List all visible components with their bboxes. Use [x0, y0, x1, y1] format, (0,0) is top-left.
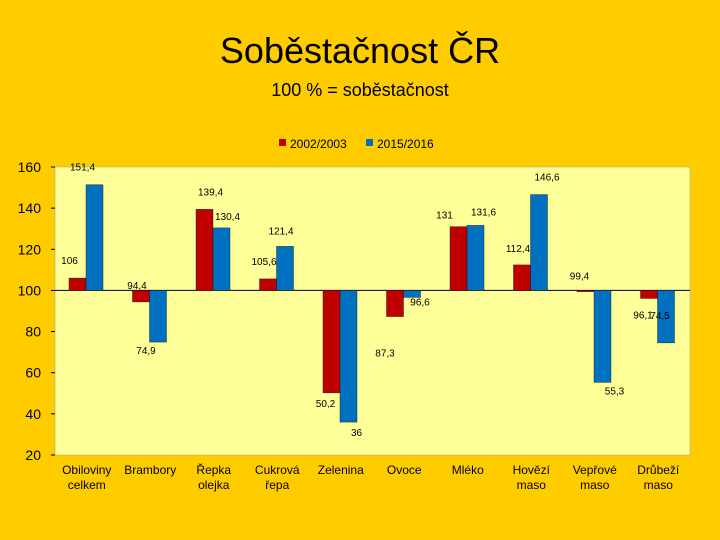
data-label: 94,4 — [127, 281, 147, 292]
bar-2002-2003 — [576, 290, 595, 292]
bar-2015-2016 — [212, 227, 231, 291]
legend-swatch-2002-2003 — [279, 139, 286, 146]
bar-2015-2016 — [657, 290, 675, 344]
x-category-label: maso — [644, 478, 674, 492]
legend-swatch-2015-2016 — [366, 139, 373, 146]
x-category-label: Drůbeží — [637, 463, 680, 477]
data-label: 112,4 — [506, 244, 531, 255]
data-label: 99,4 — [570, 272, 590, 283]
bar-2002-2003 — [640, 290, 658, 299]
bar-2002-2003 — [513, 264, 531, 291]
y-tick-label: 100 — [18, 282, 42, 298]
bar-2002-2003 — [386, 290, 404, 317]
data-label: 96,1 — [633, 310, 653, 321]
bar-2015-2016 — [530, 194, 548, 291]
data-label: 151,4 — [70, 163, 95, 174]
bar-2015-2016 — [85, 184, 104, 291]
x-category-label: maso — [517, 478, 547, 492]
data-label: 74,9 — [136, 346, 156, 357]
data-label: 131 — [436, 211, 453, 222]
x-category-label: Obiloviny — [62, 463, 111, 477]
y-tick-label: 140 — [18, 200, 42, 216]
bar-2015-2016 — [593, 290, 612, 383]
bar-2002-2003 — [259, 278, 277, 291]
data-label: 74,5 — [650, 311, 670, 322]
x-category-label: maso — [580, 478, 610, 492]
data-label: 50,2 — [316, 399, 336, 410]
data-label: 106 — [61, 256, 78, 267]
data-label: 55,3 — [605, 386, 625, 397]
y-tick-label: 60 — [25, 365, 41, 381]
bar-2015-2016 — [276, 246, 294, 291]
data-label: 96,6 — [410, 297, 430, 308]
bar-2002-2003 — [68, 277, 87, 291]
slide-title: Soběstačnost ČR — [219, 30, 501, 71]
x-category-label: Zelenina — [318, 463, 364, 477]
bar-2002-2003 — [449, 226, 468, 291]
x-category-label: olejka — [198, 478, 230, 492]
bar-2015-2016 — [339, 290, 358, 423]
x-category-label: řepa — [265, 478, 289, 492]
bar-2015-2016 — [149, 290, 167, 343]
data-label: 105,6 — [251, 257, 276, 268]
bar-2015-2016 — [466, 225, 485, 291]
data-label: 131,6 — [471, 207, 496, 218]
data-label: 146,6 — [534, 173, 559, 184]
legend: 2002/2003 2015/2016 — [279, 137, 434, 151]
y-tick-label: 160 — [18, 159, 42, 175]
data-label: 130,4 — [215, 212, 240, 223]
y-tick-label: 120 — [18, 241, 42, 257]
y-tick-label: 20 — [25, 447, 41, 463]
y-tick-label: 80 — [25, 324, 41, 340]
x-category-label: Cukrová — [255, 463, 300, 477]
bar-2002-2003 — [195, 209, 214, 291]
y-tick-label: 40 — [25, 406, 41, 422]
x-category-label: Hovězí — [513, 463, 551, 477]
bar-2002-2003 — [322, 290, 341, 394]
data-label: 121,4 — [268, 226, 293, 237]
bar-2015-2016 — [403, 290, 421, 298]
x-category-label: Ovoce — [387, 463, 422, 477]
x-category-label: Vepřové — [573, 463, 617, 477]
data-label: 87,3 — [375, 349, 395, 360]
data-label: 139,4 — [198, 187, 223, 198]
x-category-label: Mléko — [452, 463, 484, 477]
x-category-label: celkem — [68, 478, 106, 492]
legend-label-2002-2003: 2002/2003 — [290, 137, 347, 151]
bar-2002-2003 — [132, 290, 150, 303]
data-label: 36 — [351, 428, 363, 439]
slide-subtitle: 100 % = soběstačnost — [271, 80, 449, 100]
x-category-label: Řepka — [196, 462, 231, 477]
legend-label-2015-2016: 2015/2016 — [377, 137, 434, 151]
x-category-label: Brambory — [124, 463, 176, 477]
